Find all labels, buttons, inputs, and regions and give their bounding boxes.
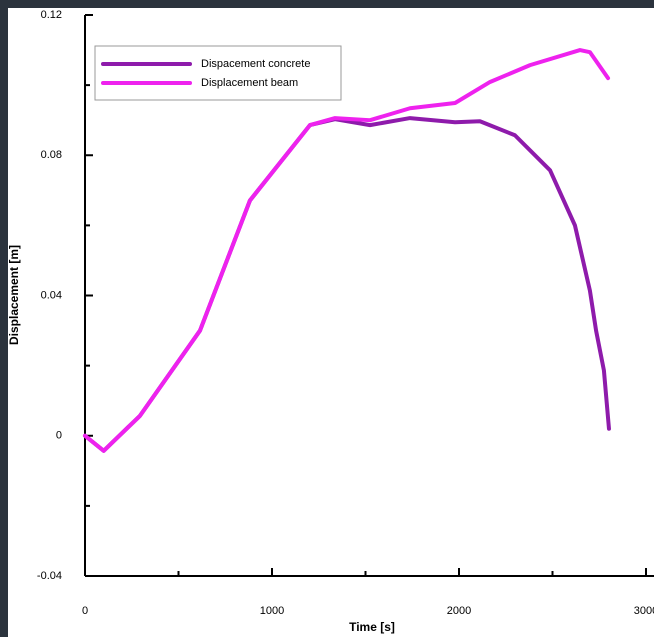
legend-label: Displacement beam [201, 77, 298, 89]
legend-label: Dispacement concrete [201, 58, 310, 70]
x-tick-label: 3000 [634, 605, 654, 617]
x-tick-label: 2000 [447, 605, 471, 617]
y-tick-label: 0.08 [41, 149, 62, 161]
legend-box [94, 45, 342, 101]
y-tick-label: -0.04 [37, 570, 62, 582]
x-tick-label: 1000 [260, 605, 284, 617]
plot-background [8, 8, 654, 637]
y-tick-label: 0.12 [41, 9, 62, 21]
data-line [83, 48, 611, 453]
y-axis-title: Displacement [m] [7, 245, 21, 345]
y-tick-label: 0 [56, 430, 62, 442]
x-tick-label: 0 [82, 605, 88, 617]
y-tick-label: 0.04 [41, 289, 62, 301]
x-axis-title: Time [s] [349, 620, 395, 634]
